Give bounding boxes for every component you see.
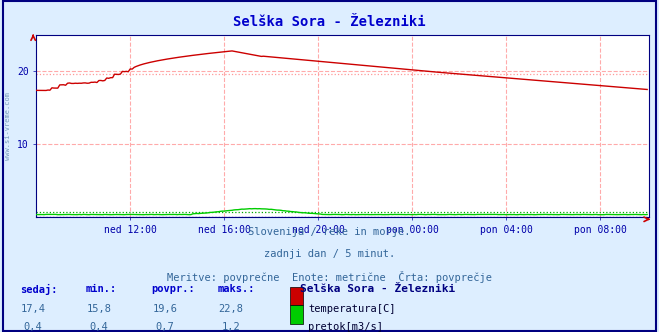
Text: 0,7: 0,7 [156,322,174,332]
Text: 15,8: 15,8 [86,304,111,314]
Text: 17,4: 17,4 [20,304,45,314]
Text: maks.:: maks.: [217,284,255,294]
Text: min.:: min.: [86,284,117,294]
Text: 19,6: 19,6 [152,304,177,314]
Text: Meritve: povprečne  Enote: metrične  Črta: povprečje: Meritve: povprečne Enote: metrične Črta:… [167,271,492,283]
Text: Selška Sora - Železniki: Selška Sora - Železniki [233,15,426,29]
Text: 0,4: 0,4 [90,322,108,332]
Text: Slovenija / reke in morje.: Slovenija / reke in morje. [248,227,411,237]
Text: povpr.:: povpr.: [152,284,195,294]
Text: 1,2: 1,2 [221,322,240,332]
Text: pretok[m3/s]: pretok[m3/s] [308,322,384,332]
Text: temperatura[C]: temperatura[C] [308,304,396,314]
Text: sedaj:: sedaj: [20,284,57,295]
Text: 22,8: 22,8 [218,304,243,314]
Text: 0,4: 0,4 [24,322,42,332]
Text: zadnji dan / 5 minut.: zadnji dan / 5 minut. [264,249,395,259]
Text: www.si-vreme.com: www.si-vreme.com [5,92,11,160]
Text: Selška Sora - Železniki: Selška Sora - Železniki [300,284,455,294]
